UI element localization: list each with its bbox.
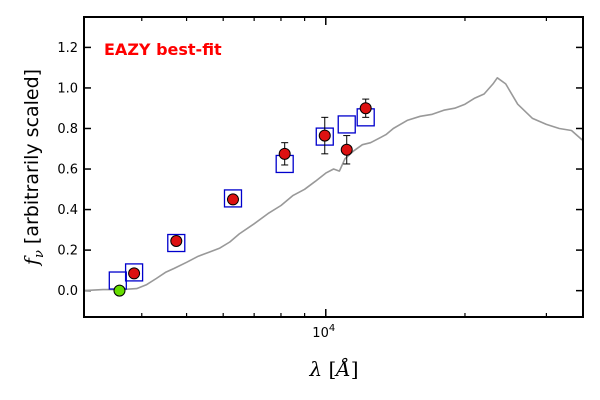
y-axis-var: f bbox=[21, 255, 43, 267]
x-axis-var: λ bbox=[308, 357, 322, 381]
y-tick-label: 0.6 bbox=[57, 163, 78, 178]
model-photometry-square bbox=[124, 263, 144, 282]
plot-frame bbox=[83, 16, 584, 318]
y-tick-label: 0.4 bbox=[57, 203, 78, 218]
y-tick-label: 1.0 bbox=[57, 81, 78, 96]
x-axis-unit: Å bbox=[334, 356, 350, 381]
x-tick-label: 104 bbox=[312, 323, 335, 341]
x-tick-base: 10 bbox=[312, 326, 329, 341]
y-axis-text: [arbitrarily scaled] bbox=[21, 69, 43, 244]
observed-point bbox=[170, 234, 183, 247]
y-tick-label: 0.2 bbox=[57, 244, 78, 259]
observed-point bbox=[359, 102, 372, 115]
y-axis-label: fν [arbitrarily scaled] bbox=[21, 69, 47, 267]
model-spectrum-line bbox=[83, 77, 584, 292]
model-photometry-square bbox=[223, 189, 243, 208]
observed-point bbox=[226, 193, 239, 206]
model-photometry-square bbox=[167, 233, 186, 253]
observed-layer bbox=[113, 102, 372, 297]
x-axis-label: λ [Å] bbox=[308, 356, 358, 381]
observed-point bbox=[318, 129, 331, 142]
annotation-eazy: EAZY best-fit bbox=[104, 40, 222, 59]
tick-layer: 0.0 0.2 0.4 0.6 0.8 1.0 1.2 104 bbox=[57, 17, 583, 341]
x-tick-exponent: 4 bbox=[329, 323, 335, 334]
y-axis-sub: ν bbox=[32, 250, 47, 258]
observed-point bbox=[128, 267, 141, 280]
y-tick-label: 0.0 bbox=[57, 284, 78, 299]
observed-point bbox=[278, 147, 291, 160]
model-layer bbox=[83, 77, 584, 292]
non-detection-point bbox=[113, 284, 126, 297]
model-photometry-layer bbox=[108, 108, 375, 290]
model-photometry-square bbox=[337, 115, 356, 134]
observed-point bbox=[340, 143, 353, 156]
y-tick-label: 0.8 bbox=[57, 122, 78, 137]
y-tick-label: 1.2 bbox=[57, 41, 78, 56]
